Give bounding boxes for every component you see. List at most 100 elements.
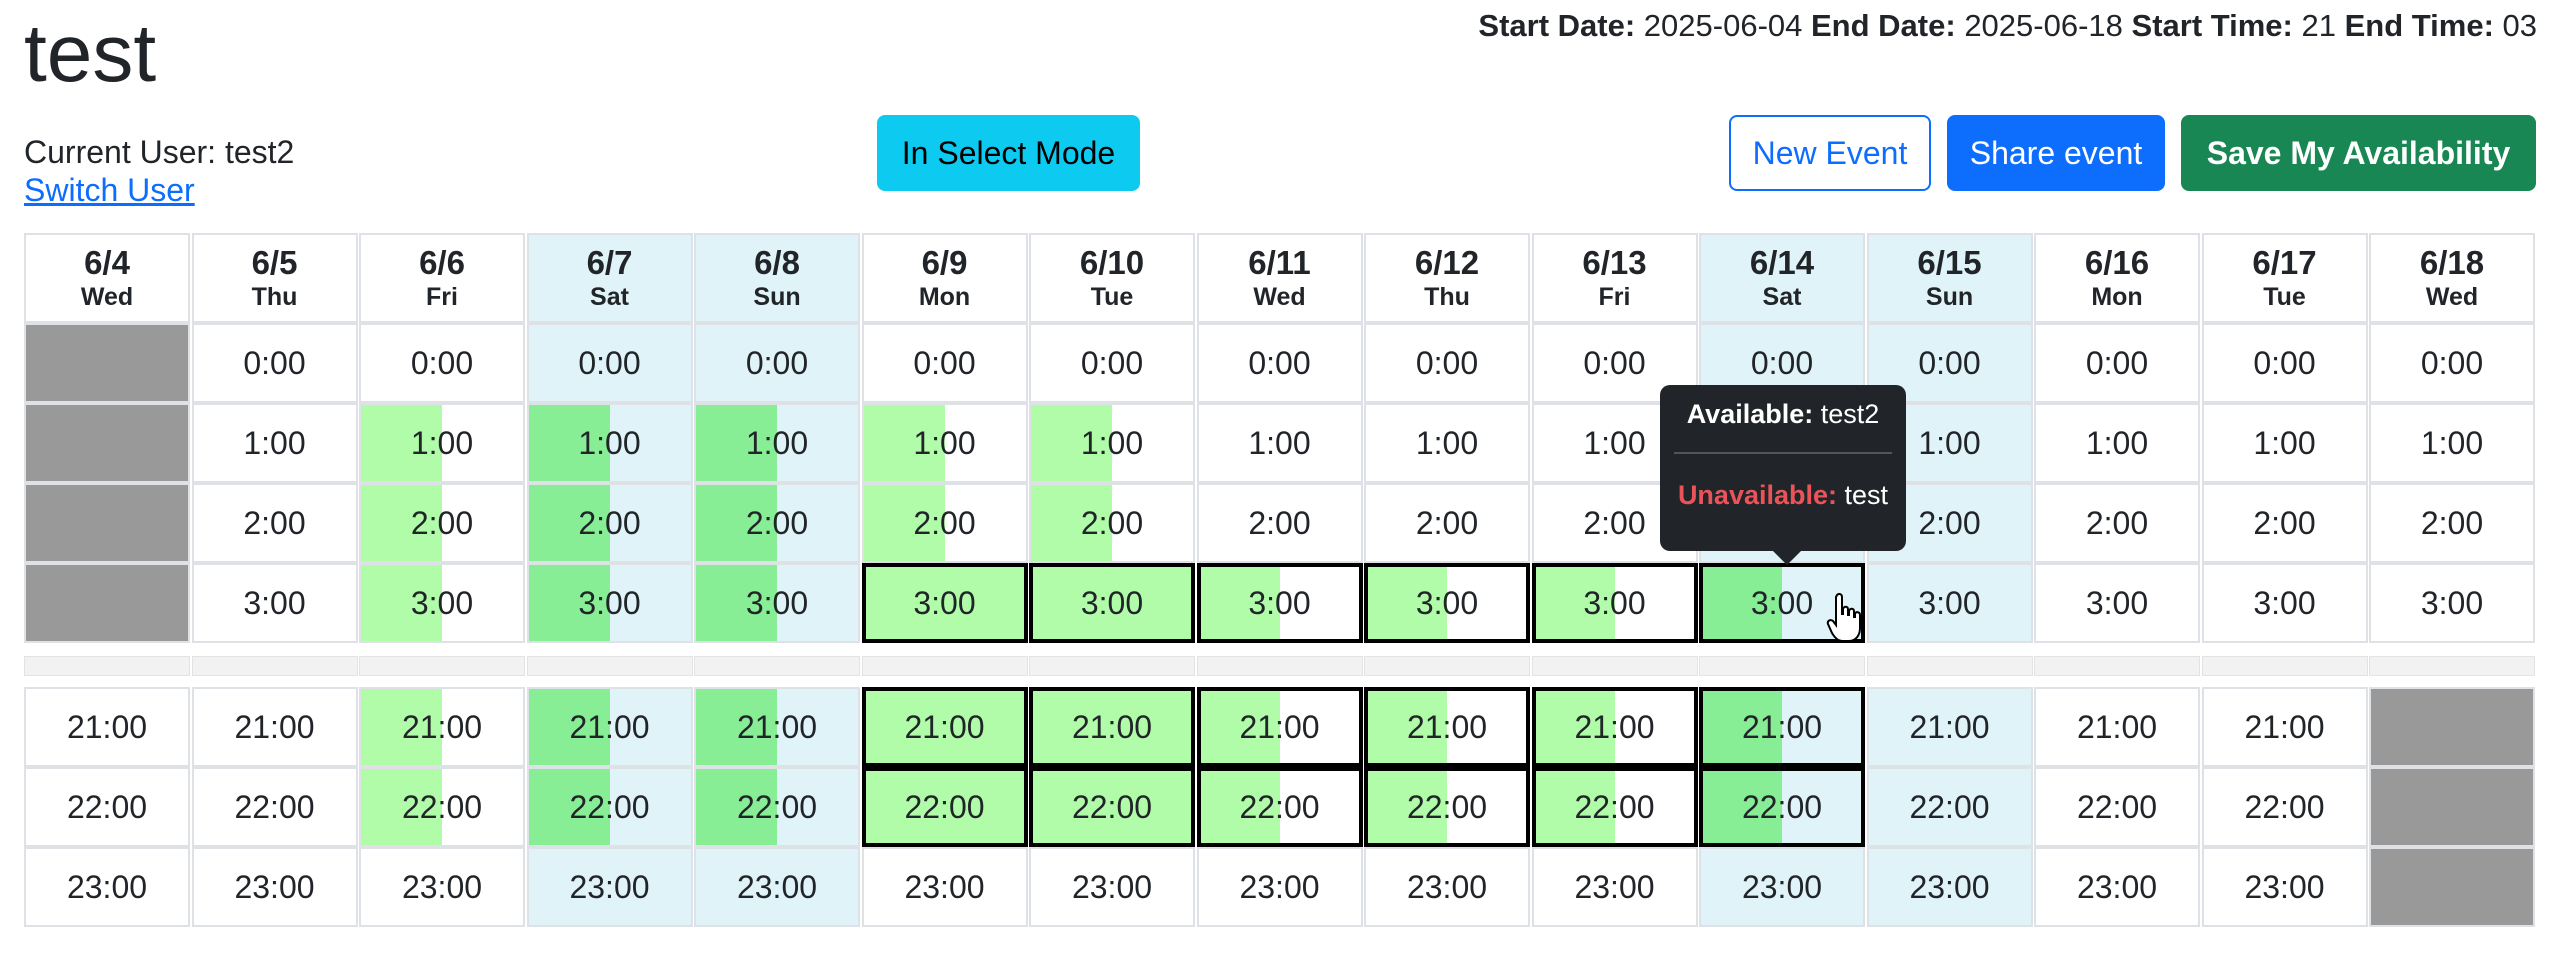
time-slot[interactable]: 23:00: [694, 847, 860, 927]
time-slot[interactable]: 0:00: [526, 323, 693, 403]
time-slot[interactable]: 21:00: [1699, 687, 1865, 767]
time-slot[interactable]: 21:00: [861, 687, 1028, 767]
time-slot[interactable]: 0:00: [359, 323, 525, 403]
time-slot[interactable]: 22:00: [694, 767, 860, 847]
select-mode-button[interactable]: In Select Mode: [877, 115, 1140, 191]
time-slot[interactable]: 22:00: [191, 767, 358, 847]
time-slot[interactable]: 21:00: [2201, 687, 2368, 767]
time-slot[interactable]: 23:00: [1364, 847, 1530, 927]
time-slot[interactable]: 1:00: [1364, 403, 1530, 483]
time-slot[interactable]: 22:00: [1196, 767, 1363, 847]
time-slot[interactable]: 21:00: [1029, 687, 1195, 767]
time-slot[interactable]: 2:00: [2034, 483, 2200, 563]
time-slot[interactable]: 1:00: [2201, 403, 2368, 483]
time-slot[interactable]: 21:00: [1531, 687, 1698, 767]
time-slot[interactable]: 3:00: [1531, 563, 1698, 643]
time-slot[interactable]: 22:00: [24, 767, 190, 847]
time-slot[interactable]: 2:00: [1196, 483, 1363, 563]
time-slot[interactable]: 1:00: [1196, 403, 1363, 483]
time-slot[interactable]: 22:00: [1364, 767, 1530, 847]
time-slot[interactable]: 0:00: [694, 323, 860, 403]
time-slot[interactable]: 21:00: [24, 687, 190, 767]
time-slot[interactable]: 22:00: [861, 767, 1028, 847]
time-slot[interactable]: 22:00: [1531, 767, 1698, 847]
save-availability-button[interactable]: Save My Availability: [2181, 115, 2536, 191]
time-slot[interactable]: 0:00: [1029, 323, 1195, 403]
time-slot[interactable]: 0:00: [2369, 323, 2535, 403]
time-slot[interactable]: 3:00: [2034, 563, 2200, 643]
time-slot[interactable]: 22:00: [2201, 767, 2368, 847]
time-slot[interactable]: 0:00: [2201, 323, 2368, 403]
time-slot[interactable]: 23:00: [2034, 847, 2200, 927]
time-slot[interactable]: 21:00: [1196, 687, 1363, 767]
time-slot[interactable]: 0:00: [1196, 323, 1363, 403]
time-slot[interactable]: 23:00: [1531, 847, 1698, 927]
time-slot[interactable]: 3:00: [1196, 563, 1363, 643]
time-slot-label: 1:00: [410, 424, 474, 461]
time-slot[interactable]: 23:00: [191, 847, 358, 927]
time-slot[interactable]: 2:00: [1531, 483, 1698, 563]
time-slot[interactable]: 2:00: [861, 483, 1028, 563]
time-slot[interactable]: 1:00: [191, 403, 358, 483]
share-event-button[interactable]: Share event: [1947, 115, 2165, 191]
time-slot[interactable]: 23:00: [2201, 847, 2368, 927]
time-slot[interactable]: 2:00: [526, 483, 693, 563]
time-slot[interactable]: 21:00: [359, 687, 525, 767]
time-slot[interactable]: 1:00: [1029, 403, 1195, 483]
new-event-button[interactable]: New Event: [1729, 115, 1931, 191]
time-slot[interactable]: 23:00: [1196, 847, 1363, 927]
time-slot[interactable]: 22:00: [359, 767, 525, 847]
time-slot[interactable]: 23:00: [1029, 847, 1195, 927]
time-slot[interactable]: 2:00: [1364, 483, 1530, 563]
time-slot[interactable]: 22:00: [1866, 767, 2033, 847]
availability-fill: [696, 769, 777, 845]
time-slot[interactable]: 3:00: [526, 563, 693, 643]
time-slot[interactable]: 3:00: [694, 563, 860, 643]
time-slot[interactable]: 3:00: [191, 563, 358, 643]
time-slot[interactable]: 21:00: [191, 687, 358, 767]
time-slot[interactable]: 23:00: [24, 847, 190, 927]
time-slot[interactable]: 0:00: [191, 323, 358, 403]
time-slot[interactable]: 3:00: [359, 563, 525, 643]
time-slot[interactable]: 0:00: [861, 323, 1028, 403]
time-slot-label: 0:00: [410, 344, 474, 381]
time-slot[interactable]: 0:00: [1531, 323, 1698, 403]
time-slot[interactable]: 2:00: [191, 483, 358, 563]
time-slot[interactable]: 22:00: [2034, 767, 2200, 847]
time-slot[interactable]: 3:00: [2369, 563, 2535, 643]
time-slot[interactable]: 21:00: [1364, 687, 1530, 767]
time-slot[interactable]: 1:00: [2369, 403, 2535, 483]
time-slot[interactable]: 23:00: [1866, 847, 2033, 927]
time-slot[interactable]: 23:00: [861, 847, 1028, 927]
time-slot[interactable]: 22:00: [1699, 767, 1865, 847]
time-slot[interactable]: 1:00: [526, 403, 693, 483]
time-slot[interactable]: 23:00: [1699, 847, 1865, 927]
time-slot[interactable]: 21:00: [694, 687, 860, 767]
time-slot[interactable]: 1:00: [1531, 403, 1698, 483]
time-slot[interactable]: 3:00: [1866, 563, 2033, 643]
time-slot[interactable]: 1:00: [2034, 403, 2200, 483]
time-slot[interactable]: 2:00: [2369, 483, 2535, 563]
time-slot[interactable]: 0:00: [1364, 323, 1530, 403]
day-header: 6/17 Tue: [2201, 233, 2368, 323]
time-slot[interactable]: 0:00: [2034, 323, 2200, 403]
time-slot[interactable]: 1:00: [359, 403, 525, 483]
time-slot[interactable]: 3:00: [1029, 563, 1195, 643]
switch-user-link[interactable]: Switch User: [24, 172, 195, 208]
time-slot[interactable]: 22:00: [1029, 767, 1195, 847]
time-slot[interactable]: 22:00: [526, 767, 693, 847]
time-slot[interactable]: 23:00: [359, 847, 525, 927]
time-slot[interactable]: 3:00: [2201, 563, 2368, 643]
time-slot[interactable]: 2:00: [1029, 483, 1195, 563]
time-slot[interactable]: 2:00: [2201, 483, 2368, 563]
time-slot[interactable]: 1:00: [861, 403, 1028, 483]
time-slot[interactable]: 23:00: [526, 847, 693, 927]
time-slot[interactable]: 3:00: [861, 563, 1028, 643]
time-slot[interactable]: 21:00: [526, 687, 693, 767]
time-slot[interactable]: 21:00: [2034, 687, 2200, 767]
time-slot[interactable]: 21:00: [1866, 687, 2033, 767]
time-slot[interactable]: 2:00: [694, 483, 860, 563]
time-slot[interactable]: 1:00: [694, 403, 860, 483]
time-slot[interactable]: 3:00: [1364, 563, 1530, 643]
time-slot[interactable]: 2:00: [359, 483, 525, 563]
